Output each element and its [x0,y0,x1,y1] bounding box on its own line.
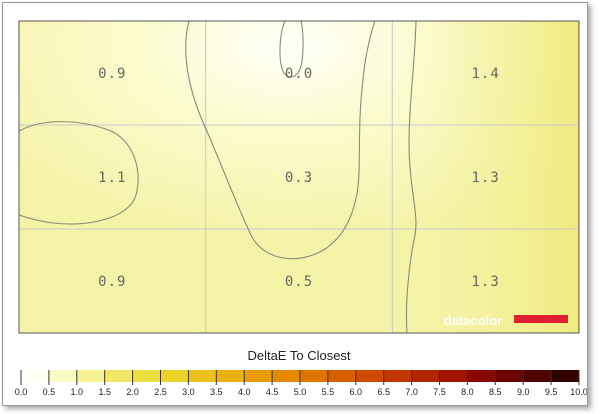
color-scale-swatch-9 [272,370,301,382]
color-scale-swatch-3 [104,370,134,382]
color-scale-swatch-19 [551,370,580,382]
color-scale-tick-label-3: 1.5 [98,387,111,397]
color-scale-tick-label-4: 2.0 [126,387,139,397]
color-scale-tick-label-14: 7.0 [405,387,418,397]
color-scale-legend: DeltaE To Closest 0.0 0.5 1.0 1.5 2.0 2.5 3.0 3… [15,348,587,397]
color-scale-swatch-17 [495,370,524,382]
contour-right-band [405,20,417,334]
heatmap-grid [19,21,579,333]
color-scale-swatch-18 [523,370,552,382]
color-scale-swatch-16 [467,370,496,382]
color-scale-swatch-8 [244,370,273,382]
color-scale-swatch-0 [21,370,50,382]
datacolor-logo-bar [514,315,568,323]
color-scale-tick-label-5: 2.5 [154,387,167,397]
uniformity-chart-frame: 0.9 0.0 1.4 1.1 0.3 1.3 0.9 0.5 1.3 data… [2,2,588,406]
cell-label-r2-c0: 0.9 [98,274,126,290]
color-scale-tick-label-10: 5.0 [294,387,307,397]
color-scale-tick-label-11: 5.5 [322,387,335,397]
color-scale-swatch-1 [48,370,78,382]
color-scale-tick-label-0: 0.0 [15,387,28,397]
color-scale-tick-label-13: 6.5 [377,387,390,397]
color-scale-tick-label-20: 10.0 [570,387,587,397]
datacolor-logo: datacolor [444,313,568,328]
datacolor-logo-text: datacolor [444,313,503,328]
color-scale-swatch-10 [300,370,329,382]
color-scale-swatch-12 [355,370,385,382]
color-scale-swatch-5 [160,370,189,382]
color-scale-swatch-2 [76,370,106,382]
heatmap-contours [18,20,417,334]
color-scale-tick-label-12: 6.0 [350,387,363,397]
color-scale-tick-label-15: 7.5 [433,387,446,397]
cell-label-r0-c2: 1.4 [472,66,500,82]
cell-label-r0-c1: 0.0 [285,66,313,82]
contour-left-lobe [18,121,139,225]
color-scale-tick-label-17: 8.5 [489,387,502,397]
color-scale-tick-label-2: 1.0 [71,387,84,397]
color-scale-tick-label-1: 0.5 [43,387,56,397]
color-scale-swatch-7 [216,370,245,382]
color-scale-tick-labels: 0.0 0.5 1.0 1.5 2.0 2.5 3.0 3.5 4.0 4.5 5.0 5.5 6.0 6… [15,387,587,397]
color-scale-tick-label-18: 9.0 [517,387,530,397]
color-scale-tick-label-8: 4.0 [238,387,251,397]
color-scale-tick-label-9: 4.5 [266,387,279,397]
color-scale-ticks [20,370,580,385]
cell-label-r1-c1: 0.3 [285,170,313,186]
cell-label-r1-c2: 1.3 [472,170,500,186]
color-scale-swatch-6 [188,370,217,382]
color-scale-swatch-14 [411,370,440,382]
cell-label-r2-c2: 1.3 [472,274,500,290]
color-scale-tick-label-6: 3.0 [182,387,195,397]
heatmap-cell-labels: 0.9 0.0 1.4 1.1 0.3 1.3 0.9 0.5 1.3 [98,66,500,290]
heatmap-right-tint [403,21,579,333]
cell-label-r2-c1: 0.5 [285,274,313,290]
cell-label-r1-c0: 1.1 [98,170,126,186]
cell-label-r0-c0: 0.9 [98,66,126,82]
color-scale-swatches [21,370,580,382]
color-scale-swatch-15 [439,370,468,382]
color-scale-swatch-4 [132,370,161,382]
heatmap-border [18,20,580,334]
color-scale-tick-label-19: 9.5 [545,387,558,397]
color-scale-tick-label-16: 8.0 [461,387,474,397]
contour-top-center-small [279,20,304,78]
color-scale-title: DeltaE To Closest [247,348,350,363]
color-scale-swatch-13 [383,370,413,382]
uniformity-heatmap-chart: 0.9 0.0 1.4 1.1 0.3 1.3 0.9 0.5 1.3 data… [15,20,587,397]
color-scale-swatch-11 [327,370,357,382]
heatmap-plot: 0.9 0.0 1.4 1.1 0.3 1.3 0.9 0.5 1.3 data… [18,20,580,334]
color-scale-tick-label-7: 3.5 [210,387,223,397]
contour-center-region [185,20,376,260]
